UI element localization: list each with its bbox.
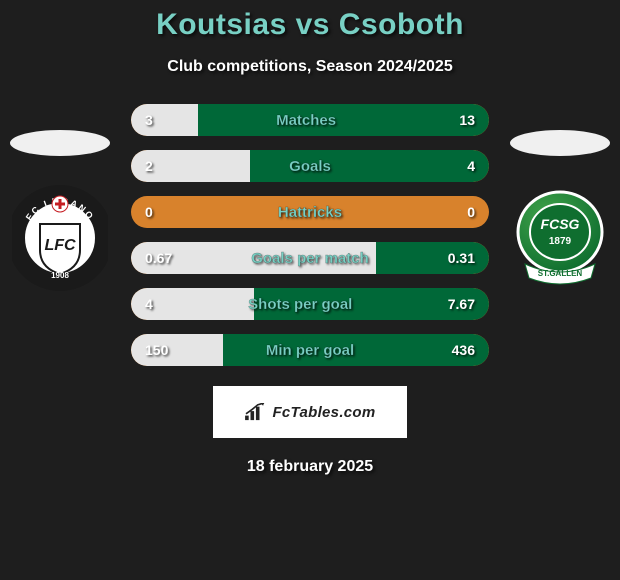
stat-value-right: 7.67 [448,296,475,312]
svg-text:ST.GALLEN: ST.GALLEN [538,269,583,278]
stat-row: 150 Min per goal 436 [131,334,489,366]
page-subtitle: Club competitions, Season 2024/2025 [0,58,620,76]
stat-label: Goals per match [251,250,369,267]
stat-label: Min per goal [266,342,354,359]
stat-label: Hattricks [278,204,342,221]
lugano-badge-svg: FC LUGANO LFC 1908 [12,180,108,296]
team-badge-left: FC LUGANO LFC 1908 [10,178,110,298]
svg-text:LFC: LFC [44,237,76,254]
brand-text: FcTables.com [272,404,375,421]
stat-fill-right [250,150,489,182]
team-badge-right: FCSG 1879 ST.GALLEN [510,178,610,298]
comparison-card: Koutsias vs Csoboth Club competitions, S… [0,0,620,580]
stat-value-left: 150 [145,342,168,358]
fctables-icon [244,403,266,421]
player-photo-placeholder-left [10,130,110,156]
stat-row: 0 Hattricks 0 [131,196,489,228]
stat-label: Matches [276,112,336,129]
stat-fill-left [131,104,198,136]
stat-value-left: 4 [145,296,153,312]
stat-fill-right [198,104,489,136]
stat-label: Goals [289,158,331,175]
stat-row: 2 Goals 4 [131,150,489,182]
page-title: Koutsias vs Csoboth [0,0,620,42]
date-text: 18 february 2025 [0,458,620,476]
stat-label: Shots per goal [248,296,352,313]
stgallen-badge-svg: FCSG 1879 ST.GALLEN [515,190,605,286]
stat-row: 0.67 Goals per match 0.31 [131,242,489,274]
stat-value-right: 13 [459,112,475,128]
svg-text:1879: 1879 [549,236,572,247]
stat-value-left: 2 [145,158,153,174]
stat-value-right: 4 [467,158,475,174]
stats-list: 3 Matches 13 2 Goals 4 0 Hattricks 0 0.67 Goals pe… [131,104,489,366]
stat-value-left: 3 [145,112,153,128]
stat-fill-right [223,334,489,366]
brand-box: FcTables.com [213,386,407,438]
svg-text:FCSG: FCSG [541,216,580,232]
stat-value-right: 0.31 [448,250,475,266]
stat-value-left: 0 [145,204,153,220]
svg-text:1908: 1908 [51,271,69,280]
stat-row: 4 Shots per goal 7.67 [131,288,489,320]
player-photo-placeholder-right [510,130,610,156]
stat-row: 3 Matches 13 [131,104,489,136]
stat-value-left: 0.67 [145,250,172,266]
stat-value-right: 0 [467,204,475,220]
stat-value-right: 436 [452,342,475,358]
